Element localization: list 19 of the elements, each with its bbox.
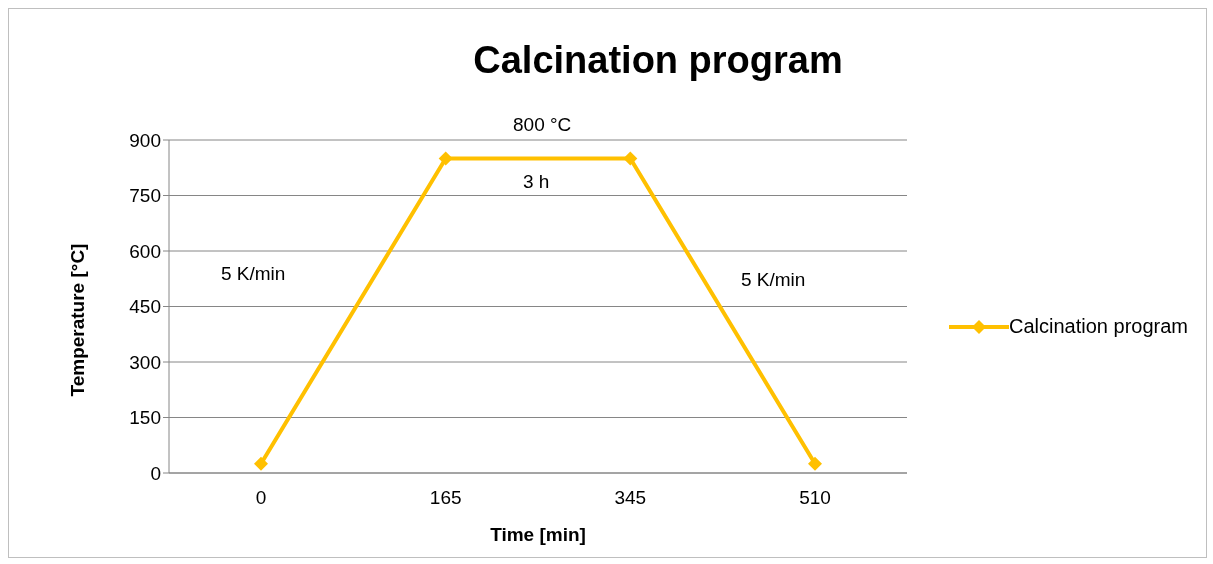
y-tick-label: 600: [129, 240, 161, 262]
annotation: 5 K/min: [741, 269, 806, 291]
y-tick-label: 900: [129, 129, 161, 151]
x-tick-label: 165: [429, 487, 462, 509]
chart-title: Calcination program: [472, 39, 844, 82]
x-axis-title: Time [min]: [490, 524, 586, 545]
y-tick-label: 150: [129, 407, 161, 429]
y-tick-label: 750: [129, 185, 161, 207]
text: 800 °C: [513, 114, 572, 136]
y-tick-label: 300: [129, 351, 161, 373]
y-tick-label: 0: [150, 462, 161, 484]
y-axis-title: Temperature [°C]: [66, 243, 88, 397]
annotation: 5 K/min: [221, 263, 286, 285]
annotation: 3 h: [523, 171, 550, 193]
x-tick-label: 0: [255, 487, 267, 509]
y-tick-label: 450: [129, 296, 161, 318]
x-tick-label: 345: [614, 487, 647, 509]
legend-label: Calcination program: [1009, 315, 1188, 338]
x-tick-label: 510: [799, 487, 831, 509]
